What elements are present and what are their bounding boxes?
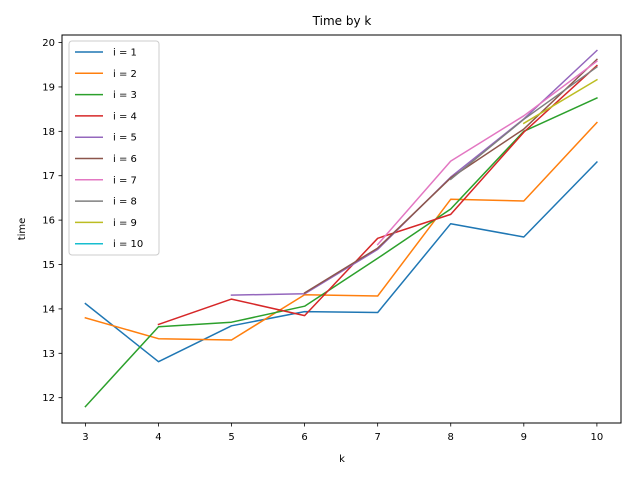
y-tick-label: 20: [42, 38, 55, 49]
x-axis-label: k: [339, 454, 345, 465]
chart-title: Time by k: [312, 14, 372, 28]
legend-entry: i = 7: [113, 175, 137, 186]
legend-entry: i = 1: [113, 48, 137, 59]
legend-entry: i = 8: [113, 197, 137, 208]
x-tick-label: 6: [301, 432, 307, 443]
x-tick-label: 9: [521, 432, 527, 443]
y-axis: 12 13 14 15 16 17 18 19 20: [42, 38, 62, 404]
legend-entry: i = 6: [113, 154, 137, 165]
legend-entry: i = 9: [113, 218, 137, 229]
y-tick-label: 12: [42, 393, 55, 404]
series-line-1: [84, 160, 598, 363]
y-axis-label: time: [17, 218, 28, 241]
series-line-4: [157, 64, 598, 326]
x-tick-label: 8: [448, 432, 454, 443]
legend-entry: i = 4: [113, 111, 137, 122]
series-line-2: [84, 121, 598, 341]
y-tick-label: 14: [42, 304, 55, 315]
x-axis: 3 4 5 6 7 8 9 10: [82, 423, 603, 443]
plot-lines: [84, 49, 598, 408]
legend-entry: i = 3: [113, 90, 137, 101]
y-tick-label: 19: [42, 82, 55, 93]
legend-entry: i = 2: [113, 69, 137, 80]
series-line-7: [376, 60, 598, 246]
x-tick-label: 5: [228, 432, 234, 443]
y-tick-label: 18: [42, 127, 55, 138]
legend-entry: i = 5: [113, 133, 137, 144]
x-tick-label: 7: [374, 432, 380, 443]
plot-frame: [61, 34, 622, 424]
x-tick-label: 4: [155, 432, 161, 443]
y-tick-label: 16: [42, 216, 55, 227]
y-tick-label: 17: [42, 171, 55, 182]
y-tick-label: 15: [42, 260, 55, 271]
series-line-3: [84, 97, 598, 408]
y-tick-label: 13: [42, 349, 55, 360]
series-line-9: [522, 78, 598, 125]
series-line-6: [303, 58, 598, 294]
series-line-8: [449, 65, 598, 181]
legend: i = 1 i = 2 i = 3 i = 4 i = 5 i = 6 i = 7 i = 8…: [68, 40, 160, 256]
x-tick-label: 3: [82, 432, 88, 443]
legend-entry: i = 10: [113, 239, 143, 250]
x-tick-label: 10: [591, 432, 604, 443]
